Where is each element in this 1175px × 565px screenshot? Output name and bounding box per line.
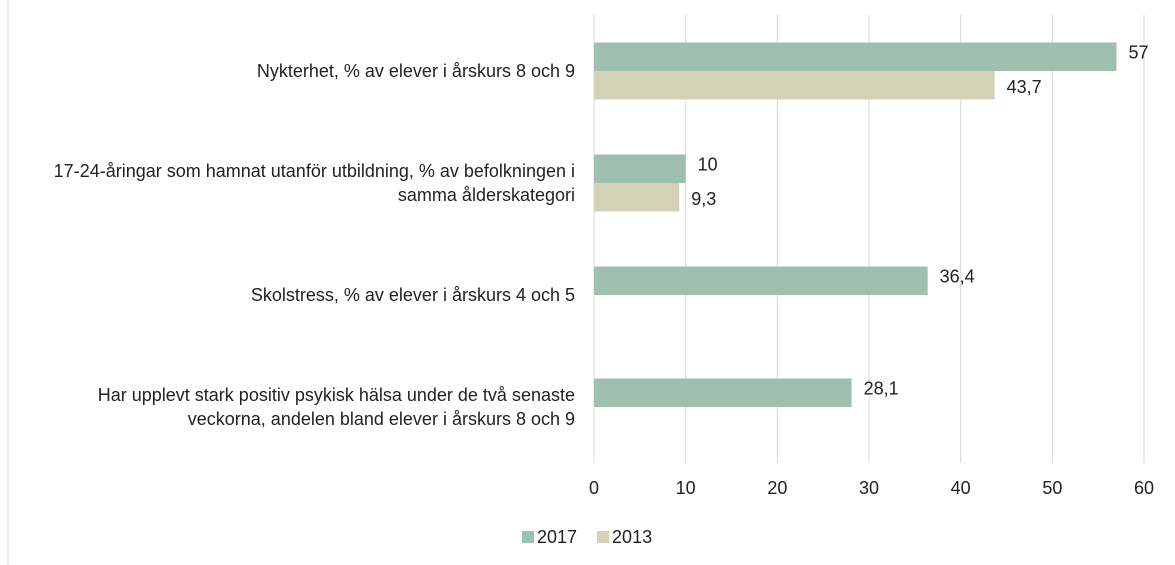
legend-swatch: [597, 531, 610, 543]
x-tick-label: 40: [951, 478, 971, 498]
legend-label: 2013: [612, 527, 652, 547]
x-tick-label: 60: [1134, 478, 1154, 498]
category-label: Nykterhet, % av elever i årskurs 8 och 9: [256, 61, 575, 81]
category-label: Har upplevt stark positiv psykisk hälsa …: [97, 385, 575, 429]
value-label: 9,3: [691, 189, 716, 209]
x-tick-label: 50: [1042, 478, 1062, 498]
x-tick-label: 20: [767, 478, 787, 498]
bar: [594, 42, 1117, 71]
x-tick-label: 30: [859, 478, 879, 498]
bar: [594, 71, 995, 100]
legend-label: 2017: [537, 527, 577, 547]
x-tick-label: 10: [676, 478, 696, 498]
bar: [594, 378, 852, 407]
category-label: 17-24-åringar som hamnat utanför utbildn…: [53, 161, 575, 205]
bar: [594, 183, 680, 212]
bar: [594, 154, 686, 183]
category-label: Skolstress, % av elever i årskurs 4 och …: [250, 285, 575, 305]
value-label: 10: [698, 155, 718, 175]
bar: [594, 266, 928, 295]
value-label: 36,4: [940, 267, 975, 287]
x-tick-label: 0: [589, 478, 599, 498]
value-label: 57: [1129, 43, 1149, 63]
value-label: 28,1: [864, 379, 899, 399]
legend-swatch: [522, 531, 534, 543]
value-label: 43,7: [1007, 77, 1042, 97]
